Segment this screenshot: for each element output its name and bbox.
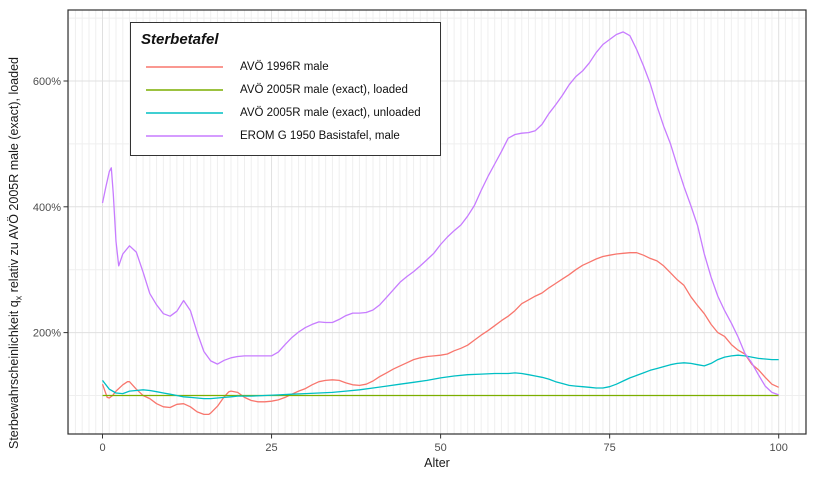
legend-item: EROM G 1950 Basistafel, male <box>131 124 440 147</box>
x-axis-tick-label: 25 <box>265 442 277 454</box>
y-axis-title-subscript: x <box>13 295 24 301</box>
series-line-0 <box>101 252 779 416</box>
legend-item-label: EROM G 1950 Basistafel, male <box>240 129 400 142</box>
series-line-3 <box>101 31 779 396</box>
x-axis-tick-label: 50 <box>434 442 446 454</box>
legend-item-label: AVÖ 2005R male (exact), unloaded <box>240 106 421 119</box>
y-axis-title-suffix: relativ zu AVÖ 2005R male (exact), loade… <box>7 57 21 296</box>
x-axis-tick-label: 100 <box>770 442 788 454</box>
y-axis-tick-label: 200% <box>33 328 61 340</box>
legend-line-swatch <box>146 111 223 114</box>
y-axis-title-prefix: Sterbewahrscheinlichkeit q <box>7 300 21 449</box>
series-line-2 <box>101 354 779 400</box>
legend: Sterbetafel AVÖ 1996R male AVÖ 2005R mal… <box>130 22 441 156</box>
legend-item: AVÖ 2005R male (exact), unloaded <box>131 101 440 124</box>
legend-item-label: AVÖ 1996R male <box>240 60 329 73</box>
x-axis-tick-label: 0 <box>99 442 105 454</box>
legend-title: Sterbetafel <box>141 31 219 48</box>
legend-item: AVÖ 1996R male <box>131 55 440 78</box>
x-axis-title: Alter <box>424 456 450 470</box>
y-axis-tick-label: 600% <box>33 76 61 88</box>
x-axis-tick-label: 75 <box>604 442 616 454</box>
legend-item: AVÖ 2005R male (exact), loaded <box>131 78 440 101</box>
y-axis-tick-label: 400% <box>33 202 61 214</box>
panel-border <box>67 9 807 435</box>
legend-item-label: AVÖ 2005R male (exact), loaded <box>240 83 408 96</box>
legend-line-swatch <box>146 134 223 137</box>
legend-line-swatch <box>146 65 223 68</box>
legend-line-swatch <box>146 88 223 91</box>
